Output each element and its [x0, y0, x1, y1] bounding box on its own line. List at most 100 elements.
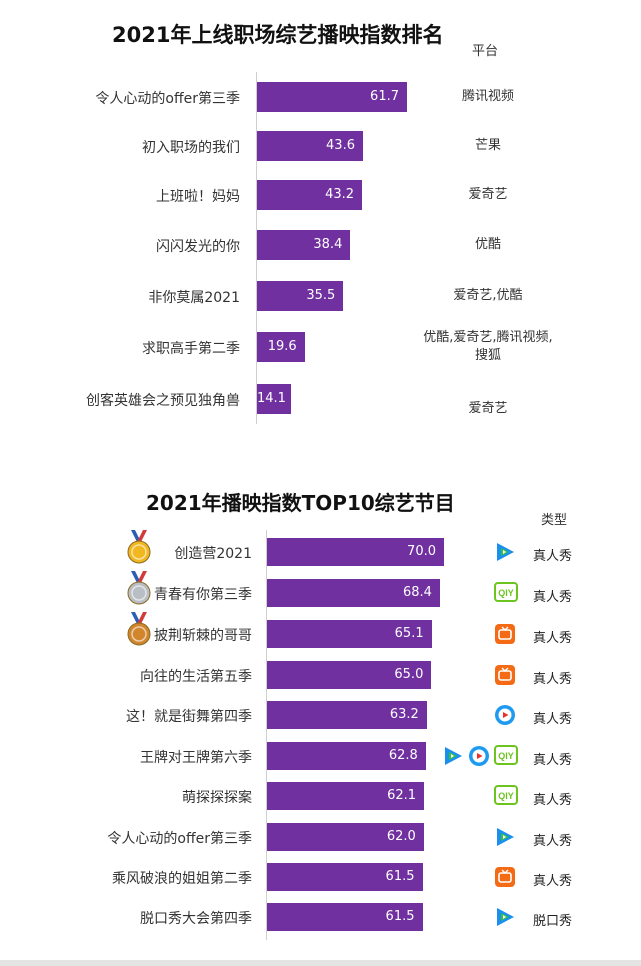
chart1-platform-line: 优酷 [474, 237, 501, 252]
chart2-type-label: 真人秀 [533, 549, 573, 564]
chart1-bar [257, 230, 351, 260]
chart1-platform-line: 爱奇艺 [468, 401, 508, 416]
chart1-category-label: 初入职场的我们 [142, 140, 240, 156]
chart1-platform-line: 爱奇艺,优酷 [453, 288, 523, 303]
chart2-category-label: 青春有你第三季 [154, 587, 252, 603]
tencent-icon [494, 906, 518, 928]
chart2-axis [266, 530, 267, 940]
chart1-platform: 优酷 [412, 236, 564, 254]
chart2-bar [267, 742, 426, 770]
chart1-platform-line: 优酷,爱奇艺,腾讯视频, [423, 330, 553, 345]
chart2-category-label: 向往的生活第五季 [140, 669, 252, 685]
chart2-bar [267, 823, 424, 851]
chart2-value-label: 61.5 [385, 869, 415, 884]
chart2-category-label: 王牌对王牌第六季 [140, 750, 252, 766]
chart2-bar [267, 782, 425, 810]
chart2-value-label: 68.4 [403, 585, 432, 600]
chart2-bar [267, 701, 427, 729]
chart2-value-label: 62.0 [386, 829, 416, 844]
chart1-value-label: 35.5 [306, 288, 336, 303]
tencent-icon [442, 745, 466, 767]
chart2-category-label: 令人心动的offer第三季 [107, 831, 252, 847]
chart1-platform: 芒果 [412, 137, 564, 155]
svg-text:QIY: QIY [498, 751, 514, 761]
iqiyi-icon: QIY [494, 745, 518, 767]
chart1-bar [257, 384, 292, 414]
chart2-bar [267, 579, 440, 607]
chart2-type-label: 真人秀 [533, 631, 573, 646]
silver-medal-icon [126, 571, 152, 605]
chart2-category-label: 乘风破浪的姐姐第二季 [112, 871, 252, 887]
chart2-value-label: 70.0 [407, 544, 436, 559]
chart1-platform: 爱奇艺 [412, 186, 564, 204]
chart1-platform-line: 腾讯视频 [461, 89, 514, 104]
chart2-category-label: 这！就是街舞第四季 [126, 709, 252, 725]
chart1-bar [257, 180, 363, 210]
chart1-value-label: 14.1 [257, 391, 286, 406]
chart1-value-label: 38.4 [313, 237, 343, 252]
chart1-platform: 爱奇艺 [412, 400, 564, 418]
chart1-category-label: 上班啦！妈妈 [156, 189, 240, 205]
gold-medal-icon [126, 530, 152, 564]
chart2-type-label: 真人秀 [533, 753, 573, 768]
chart2-type-header: 类型 [541, 513, 568, 528]
chart2-value-label: 65.1 [394, 626, 424, 641]
mango-icon [494, 664, 518, 686]
chart1-platform: 腾讯视频 [412, 88, 564, 106]
chart2-type-label: 真人秀 [533, 874, 573, 889]
chart2-bar [267, 620, 432, 648]
chart1-category-label: 创客英雄会之预见独角兽 [86, 393, 240, 409]
chart1-title: 2021年上线职场综艺播映指数排名 [112, 23, 444, 47]
chart2-type-label: 真人秀 [533, 834, 573, 849]
chart2-value-label: 61.5 [385, 909, 415, 924]
tencent-icon [494, 826, 518, 848]
youku-icon [468, 745, 492, 767]
chart1-platform-line: 搜狐 [474, 348, 501, 363]
chart1-category-label: 令人心动的offer第三季 [95, 91, 240, 107]
chart1-axis [256, 72, 257, 424]
chart1-value-label: 43.2 [325, 187, 355, 202]
chart1-platform-header: 平台 [472, 44, 499, 59]
chart1-bar [257, 131, 363, 161]
chart1-bar [257, 281, 344, 311]
chart2-category-label: 萌探探探案 [182, 790, 252, 806]
chart2-value-label: 62.1 [387, 788, 417, 803]
bronze-medal-icon [126, 612, 152, 646]
youku-icon [494, 704, 518, 726]
chart1-value-label: 61.7 [370, 89, 399, 104]
chart2-type-label: 真人秀 [533, 590, 573, 605]
chart1-category-label: 闪闪发光的你 [156, 239, 240, 255]
chart2-bar [267, 538, 444, 566]
chart2-category-label: 披荆斩棘的哥哥 [154, 628, 252, 644]
chart2-type-label: 真人秀 [533, 672, 573, 687]
chart2-bar [267, 903, 423, 931]
chart1-platform: 爱奇艺,优酷 [412, 287, 564, 305]
chart1-platform-line: 芒果 [474, 138, 501, 153]
chart2-value-label: 65.0 [394, 667, 424, 682]
chart2-bar [267, 863, 423, 891]
chart1-value-label: 19.6 [267, 339, 297, 354]
bottom-divider [0, 960, 641, 966]
chart2-title: 2021年播映指数TOP10综艺节目 [146, 491, 455, 515]
iqiyi-icon: QIY [494, 582, 518, 604]
iqiyi-icon: QIY [494, 785, 518, 807]
chart2-type-label: 真人秀 [533, 793, 573, 808]
chart2-type-label: 真人秀 [533, 712, 573, 727]
chart2-category-label: 创造营2021 [174, 546, 252, 562]
chart1-bar [257, 332, 305, 362]
mango-icon [494, 623, 518, 645]
chart1-category-label: 求职高手第二季 [142, 341, 240, 357]
chart2-value-label: 62.8 [388, 748, 418, 763]
chart2-value-label: 63.2 [389, 707, 419, 722]
chart2-bar [267, 661, 432, 689]
chart1-category-label: 非你莫属2021 [148, 290, 240, 306]
tencent-icon [494, 541, 518, 563]
chart1-value-label: 43.6 [326, 138, 355, 153]
svg-text:QIY: QIY [498, 588, 514, 598]
chart1-bar [257, 82, 407, 112]
svg-text:QIY: QIY [498, 791, 514, 801]
chart2-type-label: 脱口秀 [533, 914, 573, 929]
chart2-category-label: 脱口秀大会第四季 [140, 911, 252, 927]
mango-icon [494, 866, 518, 888]
chart1-platform: 优酷,爱奇艺,腾讯视频, 搜狐 [412, 329, 564, 365]
